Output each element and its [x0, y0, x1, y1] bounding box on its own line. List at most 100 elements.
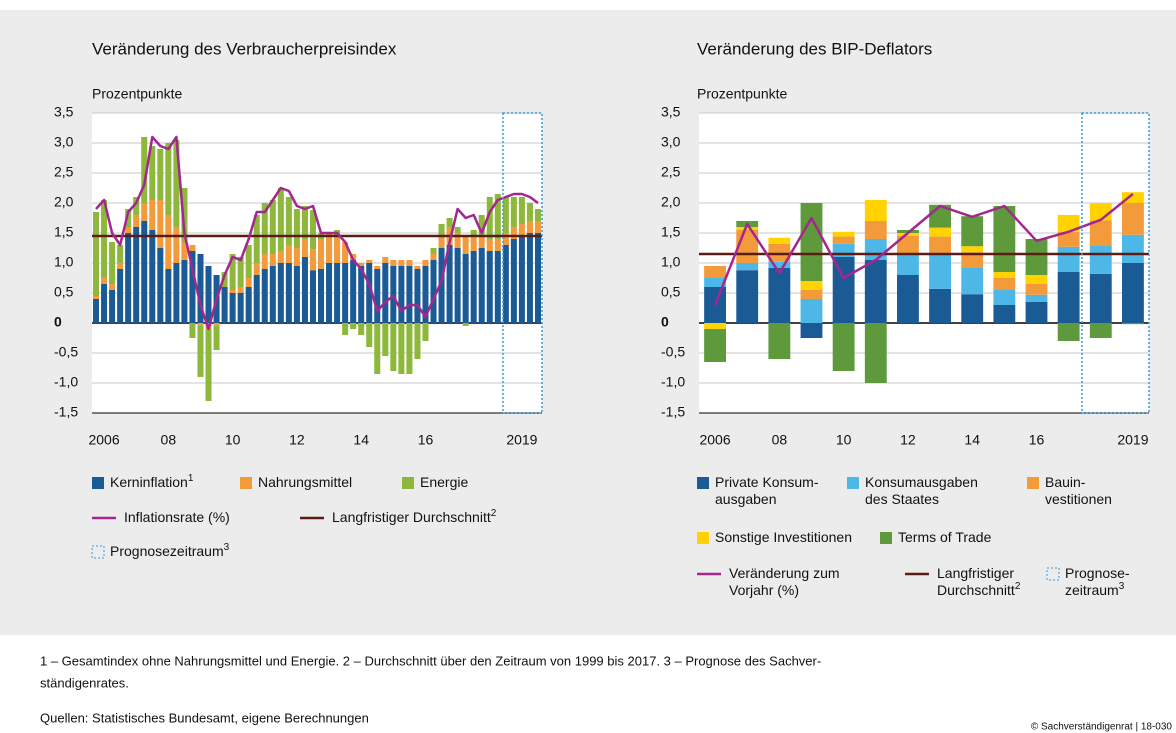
y-tick-label: 1,5 — [54, 224, 74, 240]
bar — [366, 263, 373, 323]
bar — [832, 257, 855, 323]
bar — [101, 200, 108, 278]
bar — [350, 323, 357, 329]
bar — [961, 216, 984, 247]
bar — [422, 266, 429, 323]
bar — [1025, 294, 1048, 302]
legend-swatch — [91, 545, 105, 559]
bar — [229, 254, 236, 290]
legend-label: Energie — [420, 474, 468, 490]
bar — [382, 263, 389, 323]
bar — [454, 233, 461, 248]
bar — [237, 257, 244, 287]
bar — [93, 296, 100, 299]
bar — [109, 290, 116, 323]
bar — [502, 197, 509, 233]
bar — [245, 278, 252, 287]
bar — [768, 267, 791, 323]
bar — [486, 251, 493, 323]
bar — [374, 269, 381, 323]
bar — [181, 260, 188, 323]
bar — [149, 146, 156, 200]
bar — [301, 206, 308, 239]
bar — [414, 323, 421, 359]
legend-swatch — [240, 477, 252, 489]
bar — [253, 275, 260, 323]
x-tick-label: 16 — [418, 432, 434, 448]
bar — [109, 242, 116, 284]
bar — [293, 209, 300, 248]
bar — [470, 230, 477, 236]
y-tick-label: 3,5 — [661, 104, 681, 120]
bar — [864, 239, 887, 260]
x-tick-label: 16 — [1029, 432, 1045, 448]
legend-label: Inflationsrate (%) — [124, 509, 230, 525]
bar — [430, 248, 437, 254]
bar — [101, 278, 108, 284]
line-series — [713, 193, 1134, 306]
bar — [390, 266, 397, 323]
y-tick-label: 0 — [661, 314, 669, 330]
bar — [414, 266, 421, 269]
legend-label: Bauin-vestitionen — [1045, 474, 1112, 507]
bar — [526, 203, 533, 221]
bar — [157, 248, 164, 323]
bar — [534, 221, 541, 233]
footnote-line: ständigenrates. — [40, 675, 129, 690]
legend-label: Langfristiger Durchschnitt2 — [332, 508, 497, 525]
footnote-mark: 2 — [491, 508, 497, 519]
bar — [462, 254, 469, 323]
bar — [334, 263, 341, 323]
bar — [350, 260, 357, 323]
bar — [993, 290, 1016, 305]
bar — [961, 267, 984, 295]
legend-label: Konsumausgaben des Staates — [865, 474, 978, 507]
bar — [173, 140, 180, 227]
bar — [864, 221, 887, 239]
bar — [510, 197, 517, 227]
y-tick-label: -1,0 — [661, 374, 685, 390]
bar — [237, 287, 244, 293]
bar — [101, 284, 108, 323]
bar — [454, 248, 461, 323]
bar — [93, 212, 100, 296]
bar — [309, 249, 316, 271]
bar — [261, 269, 268, 323]
bar — [1122, 203, 1144, 235]
bar — [125, 227, 132, 233]
legend-label: Langfristiger Durchschnitt2 — [937, 565, 1021, 598]
bar — [117, 245, 124, 263]
forecast-box — [502, 112, 543, 414]
y-tick-label: 3,0 — [54, 134, 74, 150]
x-tick-label: 2019 — [1117, 432, 1148, 448]
bar — [736, 227, 759, 230]
bar — [704, 278, 726, 287]
bar — [864, 323, 887, 383]
y-tick-label: 0,5 — [54, 284, 74, 300]
bar — [406, 260, 413, 266]
legend-label: Prognosezeitraum3 — [110, 542, 230, 559]
bar — [342, 242, 349, 263]
bar — [704, 329, 726, 362]
legend-label: Terms of Trade — [898, 529, 992, 545]
y-tick-label: 0,5 — [661, 284, 681, 300]
bar — [181, 242, 188, 260]
bar — [366, 260, 373, 263]
legend-label: Sonstige Investitionen — [715, 529, 852, 545]
bar — [117, 269, 124, 323]
bar — [502, 245, 509, 323]
y-tick-label: 2,5 — [54, 164, 74, 180]
bar — [494, 251, 501, 323]
bar — [526, 233, 533, 323]
bar — [470, 236, 477, 251]
bar — [864, 260, 887, 323]
bar — [213, 326, 220, 350]
bar — [157, 149, 164, 200]
x-tick-label: 10 — [225, 432, 241, 448]
bar — [245, 245, 252, 278]
bar — [768, 261, 791, 268]
bar — [342, 323, 349, 335]
footnote-mark: 1 — [188, 473, 194, 484]
legend-label: Veränderung zum Vorjahr (%) — [729, 565, 840, 598]
bar — [149, 230, 156, 323]
